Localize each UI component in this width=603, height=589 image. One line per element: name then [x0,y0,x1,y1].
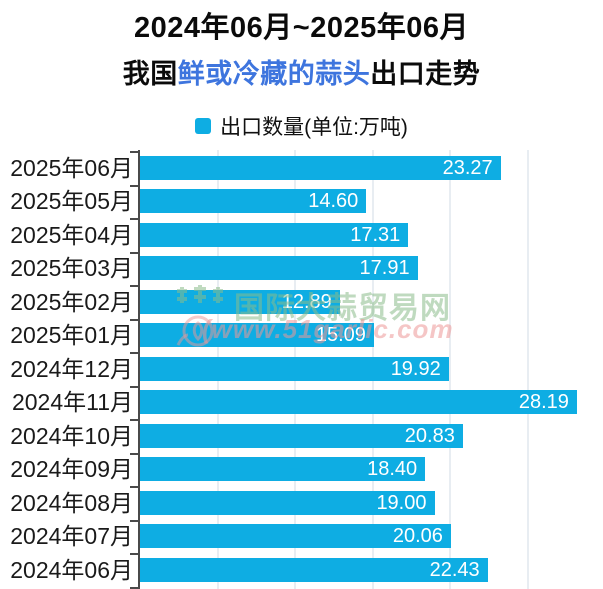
value-label: 15.09 [315,324,366,346]
axis-tick [130,352,138,354]
value-label: 20.83 [404,424,455,447]
bar: 23.27 [140,155,501,180]
category-label: 2024年10月 [10,422,133,449]
value-label: 20.06 [392,525,443,547]
axis-tick [130,151,138,153]
category-label: 2024年09月 [10,456,133,482]
bar: 14.60 [140,189,367,213]
axis-tick [130,519,138,522]
bar: 20.06 [140,524,451,548]
axis-tick [130,385,138,388]
legend: 出口数量(单位:万吨) [0,111,603,141]
category-label: 2024年07月 [10,523,133,549]
chart-title-line2: 我国鲜或冷藏的蒜头出口走势 [0,52,603,91]
axis-tick [130,184,138,187]
bar: 28.19 [140,390,577,414]
axis-tick [130,285,138,287]
category-label: 2024年08月 [10,489,133,516]
category-label: 2024年12月 [10,355,133,382]
value-label: 12.89 [281,290,332,313]
title-highlight: 鲜或冷藏的蒜头 [177,59,371,89]
bar: 17.31 [140,222,409,247]
bar: 17.91 [140,256,418,280]
category-label: 2025年06月 [10,154,133,181]
legend-label: 出口数量(单位:万吨) [220,116,408,139]
value-label: 17.91 [359,257,410,279]
category-label: 2025年05月 [10,188,133,214]
value-label: 17.31 [350,223,401,246]
axis-tick [130,318,138,321]
y-axis-line [138,150,140,589]
category-label: 2025年02月 [10,288,133,315]
value-label: 14.60 [308,190,359,212]
bar: 15.09 [140,323,374,347]
value-label: 18.40 [367,458,418,480]
chart-title-line1: 2024年06月~2025年06月 [134,12,469,44]
axis-tick [130,586,138,589]
category-label: 2025年04月 [10,221,133,248]
bar: 22.43 [140,557,488,582]
axis-tick [130,218,138,220]
axis-tick [130,486,138,488]
category-label: 2024年11月 [11,389,133,415]
category-label: 2025年01月 [10,322,133,348]
value-label: 19.00 [376,491,427,514]
axis-tick [130,419,138,421]
bar: 12.89 [140,289,340,314]
value-label: 22.43 [429,558,480,581]
legend-swatch-icon [195,118,212,134]
category-label: 2025年03月 [10,255,133,281]
value-label: 28.19 [518,391,569,413]
bar: 19.92 [140,356,449,381]
axis-tick [130,251,138,254]
axis-tick [130,553,138,555]
gridline [449,150,451,589]
value-label: 23.27 [442,156,493,179]
category-label: 2024年06月 [10,556,133,583]
gridline [526,150,529,589]
bar: 19.00 [140,490,435,515]
value-label: 19.92 [390,357,441,380]
bar: 20.83 [140,423,463,448]
bar: 18.40 [140,457,426,481]
axis-tick [130,452,138,455]
title-suffix: 出口走势 [370,59,481,89]
title-prefix: 我国 [122,59,178,89]
